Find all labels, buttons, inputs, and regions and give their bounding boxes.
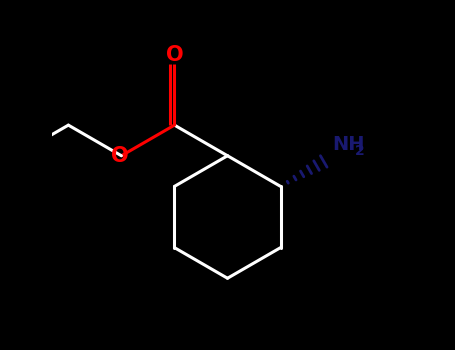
Text: 2: 2 — [354, 144, 364, 158]
Text: NH: NH — [333, 135, 365, 154]
Text: O: O — [166, 45, 183, 65]
Text: O: O — [111, 146, 128, 166]
